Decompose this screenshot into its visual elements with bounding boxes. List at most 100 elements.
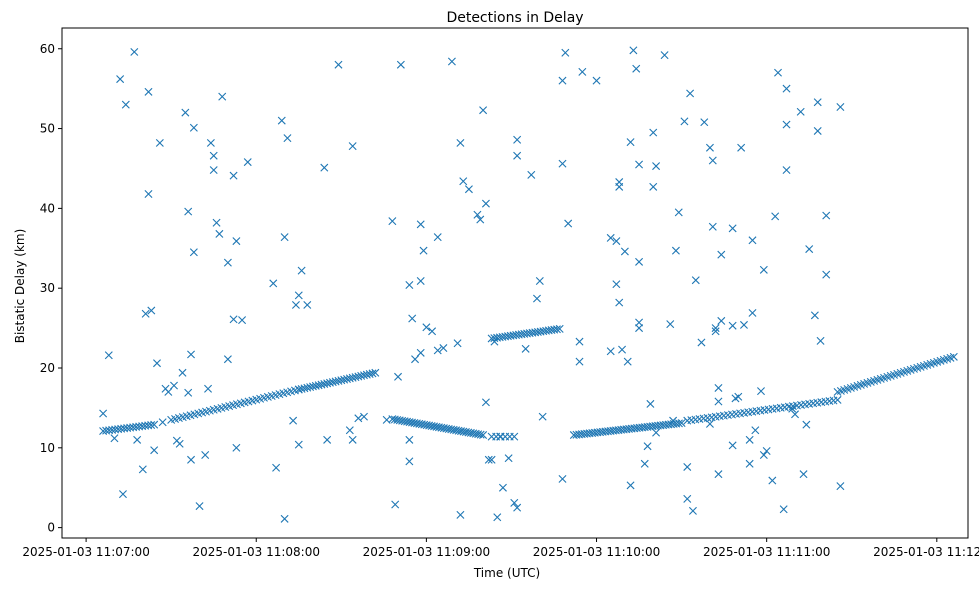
scatter-point-marker bbox=[238, 316, 247, 325]
scatter-point-marker bbox=[459, 177, 468, 186]
scatter-point-marker bbox=[405, 435, 414, 444]
track-point-marker bbox=[552, 325, 561, 334]
scatter-point-marker bbox=[805, 245, 814, 254]
scatter-point-marker bbox=[456, 510, 465, 519]
scatter-point-marker bbox=[734, 392, 743, 401]
scatter-point-marker bbox=[757, 387, 765, 396]
scatter-point-marker bbox=[428, 327, 437, 336]
scatter-point-marker bbox=[405, 281, 414, 289]
scatter-point-marker bbox=[774, 68, 782, 77]
scatter-point-marker bbox=[532, 294, 541, 303]
scatter-point-marker bbox=[175, 439, 184, 448]
scatter-point-marker bbox=[751, 426, 760, 435]
scatter-point-marker bbox=[481, 398, 490, 407]
y-axis-label: Bistatic Delay (km) bbox=[13, 229, 27, 344]
scatter-point-marker bbox=[405, 457, 414, 466]
scatter-point-marker bbox=[118, 490, 127, 499]
scatter-point-marker bbox=[110, 434, 119, 443]
scatter-point-marker bbox=[297, 266, 306, 275]
scatter-point-marker bbox=[788, 404, 797, 413]
scatter-point-marker bbox=[779, 505, 788, 514]
scatter-point-marker bbox=[195, 502, 204, 511]
scatter-point-marker bbox=[147, 306, 156, 315]
scatter-point-marker bbox=[218, 92, 227, 101]
scatter-point-marker bbox=[782, 166, 791, 175]
scatter-point-marker bbox=[606, 233, 615, 242]
scatter-point-marker bbox=[635, 257, 644, 266]
track-point-marker bbox=[479, 431, 488, 440]
scatter-point-marker bbox=[277, 116, 286, 125]
scatter-point-marker bbox=[513, 151, 522, 160]
scatter-point-marker bbox=[382, 415, 391, 424]
scatter-point-marker bbox=[683, 462, 692, 471]
scatter-point-marker bbox=[697, 338, 706, 347]
y-tick-label: 60 bbox=[40, 42, 55, 56]
scatter-point-marker bbox=[280, 514, 289, 523]
scatter-point-marker bbox=[170, 381, 178, 390]
track-point-marker bbox=[949, 352, 958, 361]
scatter-point-marker bbox=[204, 384, 213, 393]
scatter-point-marker bbox=[422, 323, 431, 332]
scatter-point-marker bbox=[396, 60, 405, 69]
scatter-point-marker bbox=[836, 482, 845, 491]
scatter-point-marker bbox=[354, 414, 363, 423]
scatter-point-marker bbox=[683, 494, 692, 503]
scatter-point-marker bbox=[782, 84, 791, 93]
scatter-point-marker bbox=[748, 308, 757, 317]
scatter-point-marker bbox=[575, 357, 584, 366]
scatter-point-marker bbox=[782, 120, 791, 129]
y-tick-label: 20 bbox=[40, 361, 55, 375]
scatter-point-marker bbox=[320, 163, 329, 172]
scatter-point-marker bbox=[493, 513, 502, 522]
scatter-point-marker bbox=[229, 171, 238, 180]
scatter-point-marker bbox=[289, 416, 298, 425]
scatter-point-marker bbox=[153, 359, 161, 368]
scatter-point-marker bbox=[178, 368, 187, 377]
scatter-point-marker bbox=[394, 372, 403, 381]
scatter-point-marker bbox=[243, 158, 252, 167]
scatter-point-marker bbox=[612, 280, 621, 289]
scatter-point-marker bbox=[158, 418, 167, 427]
x-tick-label: 2025-01-03 11:08:00 bbox=[193, 545, 320, 559]
scatter-point-marker bbox=[206, 138, 215, 147]
scatter-point-marker bbox=[348, 435, 357, 444]
x-tick-label: 2025-01-03 11:09:00 bbox=[363, 545, 490, 559]
scatter-point-marker bbox=[388, 217, 397, 226]
scatter-point-marker bbox=[578, 67, 587, 76]
scatter-point-marker bbox=[184, 388, 193, 397]
scatter-point-marker bbox=[294, 291, 303, 300]
scatter-point-marker bbox=[799, 470, 808, 479]
track-point-marker bbox=[150, 420, 159, 429]
scatter-point-marker bbox=[504, 454, 513, 463]
scatter-point-marker bbox=[643, 442, 652, 451]
scatter-point-marker bbox=[212, 218, 221, 227]
x-tick-label: 2025-01-03 11:11:00 bbox=[703, 545, 830, 559]
scatter-point-marker bbox=[164, 387, 173, 396]
scatter-point-marker bbox=[155, 138, 164, 147]
scatter-point-marker bbox=[490, 337, 499, 346]
scatter-point-marker bbox=[575, 337, 584, 346]
y-tick-label: 30 bbox=[40, 281, 55, 295]
scatter-point-marker bbox=[104, 351, 113, 360]
scatter-point-marker bbox=[130, 47, 139, 56]
scatter-point-marker bbox=[813, 98, 822, 107]
scatter-point-marker bbox=[345, 426, 354, 435]
scatter-point-marker bbox=[209, 151, 218, 160]
track-point-marker bbox=[555, 324, 564, 333]
scatter-point-marker bbox=[498, 483, 507, 492]
scatter-point-marker bbox=[464, 185, 473, 194]
track-point-marker bbox=[510, 432, 519, 441]
scatter-point-marker bbox=[705, 419, 714, 428]
y-axis-ticks: 0 10 20 30 40 50 60 bbox=[40, 42, 62, 535]
scatter-point-marker bbox=[646, 399, 655, 408]
scatter-point-marker bbox=[360, 412, 368, 421]
scatter-point-marker bbox=[521, 344, 530, 353]
scatter-point-marker bbox=[269, 279, 278, 288]
scatter-point-marker bbox=[632, 64, 641, 73]
scatter-point-marker bbox=[612, 237, 621, 246]
scatter-point-marker bbox=[822, 211, 831, 220]
scatter-point-marker bbox=[433, 346, 442, 355]
scatter-point-marker bbox=[323, 435, 332, 444]
scatter-point-marker bbox=[728, 224, 737, 233]
track-point-marker bbox=[674, 419, 683, 428]
